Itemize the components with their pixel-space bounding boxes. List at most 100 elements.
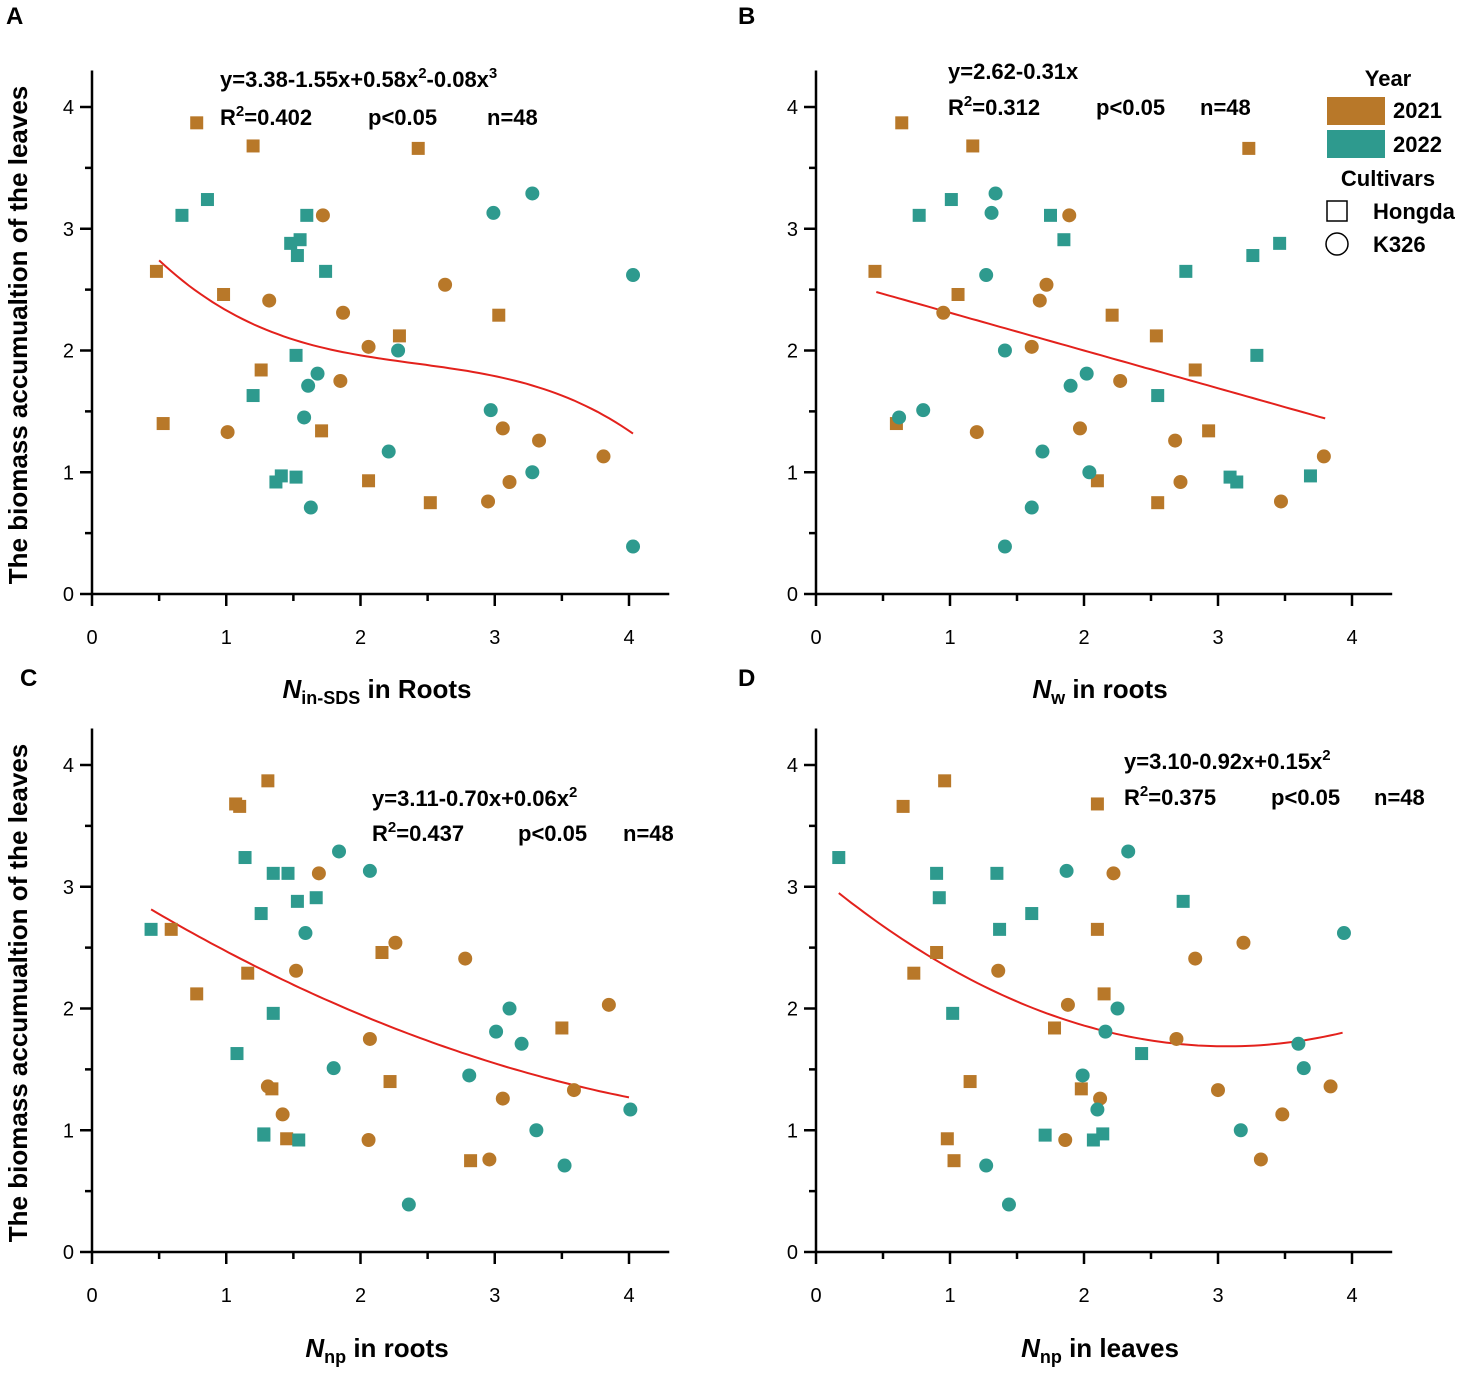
point-2022-hongda: [257, 1128, 271, 1142]
x-tick-label: 2: [1078, 1285, 1089, 1307]
y-tick-label: 3: [63, 219, 74, 241]
x-tick-label: 2: [355, 1285, 366, 1307]
x-tick-label: 1: [944, 627, 955, 649]
point-2021-hongda: [164, 922, 178, 936]
point-2021-k326: [1173, 474, 1188, 489]
r-squared-value: =0.312: [972, 95, 1040, 120]
point-2022-hongda: [946, 1006, 960, 1020]
x-tick-label: 0: [810, 627, 821, 649]
point-2022-hongda: [1044, 208, 1057, 222]
y-tick-label: 2: [63, 999, 74, 1021]
point-2021-hongda: [966, 139, 980, 153]
x-tick-label: 0: [810, 1285, 821, 1307]
y-tick-label: 0: [787, 584, 798, 606]
y-tick-label: 1: [787, 1120, 798, 1142]
point-2021-k326: [566, 1083, 581, 1098]
circle-icon: [1325, 232, 1349, 256]
point-2021-hongda: [1105, 308, 1119, 322]
panel-d: D Nnp in leaves y=3.10-0.92x+0.15x2 R2=0…: [738, 665, 1425, 1367]
point-2022-k326: [997, 343, 1012, 358]
point-2021-hongda: [1090, 797, 1104, 811]
point-2022-k326: [984, 205, 999, 220]
point-2021-hongda: [1242, 141, 1256, 155]
point-2022-hongda: [266, 1006, 280, 1020]
legend-label-hongda: Hongda: [1373, 199, 1456, 224]
point-2022-hongda: [912, 208, 926, 222]
r-squared: R2=0.437: [372, 819, 464, 846]
point-2022-k326: [1098, 1024, 1113, 1039]
y-axis-title: The biomass accumualtion of the leaves: [3, 744, 33, 1242]
point-2022-k326: [332, 844, 347, 859]
point-2022-k326: [489, 1024, 504, 1039]
point-2022-hongda: [238, 851, 252, 865]
point-2022-hongda: [230, 1047, 244, 1061]
point-2022-k326: [988, 186, 1003, 201]
legend: Year 2021 2022 Cultivars Hongda K326: [1325, 66, 1456, 257]
point-2022-k326: [1001, 1197, 1016, 1212]
sample-size: n=48: [487, 105, 538, 130]
fit-equation: y=3.11-0.70x+0.06x2: [372, 784, 577, 811]
point-2021-hongda: [1074, 1082, 1088, 1096]
x-axis-title: Nnp in roots: [305, 1333, 448, 1367]
y-tick-label: 2: [787, 341, 798, 363]
point-2022-k326: [462, 1068, 477, 1083]
r-squared: R2=0.375: [1124, 783, 1216, 810]
point-2021-k326: [262, 293, 277, 308]
point-2022-k326: [1110, 1001, 1125, 1016]
r-squared-symbol: R: [948, 95, 964, 120]
x-axis-subscript: w: [1050, 688, 1066, 708]
point-2021-hongda: [241, 966, 255, 980]
point-2021-hongda: [555, 1021, 569, 1035]
x-axis-suffix: in leaves: [1062, 1333, 1179, 1363]
r-squared-superscript: 2: [1140, 783, 1148, 800]
point-2022-k326: [1233, 1123, 1248, 1138]
point-2021-k326: [991, 963, 1006, 978]
x-axis-variable: N: [1032, 674, 1052, 704]
point-2021-k326: [1168, 433, 1183, 448]
point-2021-k326: [336, 305, 351, 320]
point-2021-k326: [1169, 1031, 1184, 1046]
point-2021-hongda: [951, 287, 965, 301]
point-2021-hongda: [492, 308, 506, 322]
x-tick-label: 0: [86, 627, 97, 649]
x-axis-title: Nw in roots: [1032, 674, 1167, 708]
point-2022-k326: [626, 268, 641, 283]
point-2022-k326: [483, 403, 498, 418]
point-2022-k326: [1024, 500, 1039, 515]
r-squared-value: =0.402: [244, 105, 312, 130]
point-2021-hongda: [254, 363, 268, 377]
point-2022-k326: [997, 539, 1012, 554]
panel-label: D: [738, 665, 755, 692]
p-value: p<0.05: [1096, 95, 1165, 120]
p-value: p<0.05: [1271, 785, 1340, 810]
point-2021-hongda: [156, 417, 170, 431]
point-2021-hongda: [392, 329, 406, 343]
y-tick-label: 3: [787, 219, 798, 241]
point-2021-hongda: [423, 496, 437, 510]
point-2021-k326: [596, 449, 611, 464]
y-tick-label: 4: [787, 97, 798, 119]
r-squared-symbol: R: [372, 821, 388, 846]
point-2021-hongda: [315, 424, 329, 438]
equation-superscript: 2: [569, 784, 577, 801]
point-2021-k326: [333, 373, 348, 388]
r-squared-symbol: R: [220, 105, 236, 130]
point-2021-k326: [1275, 1107, 1290, 1122]
point-2022-hongda: [1025, 907, 1039, 921]
x-axis-subscript: np: [1040, 1347, 1062, 1367]
point-2021-k326: [1253, 1152, 1268, 1167]
point-2022-k326: [401, 1197, 416, 1212]
equation-main: y=2.62-0.31x: [948, 59, 1079, 84]
point-2022-hongda: [1176, 894, 1190, 908]
y-tick-label: 1: [63, 462, 74, 484]
x-tick-label: 2: [1078, 627, 1089, 649]
point-2021-k326: [495, 421, 510, 436]
point-2022-hongda: [266, 866, 280, 880]
x-tick-label: 1: [221, 1285, 232, 1307]
point-2022-k326: [301, 378, 316, 393]
point-2021-k326: [1106, 866, 1121, 881]
point-2022-hongda: [1151, 389, 1165, 403]
p-value: p<0.05: [518, 821, 587, 846]
square-icon: [1326, 200, 1348, 222]
r-squared: R2=0.402: [220, 103, 312, 130]
